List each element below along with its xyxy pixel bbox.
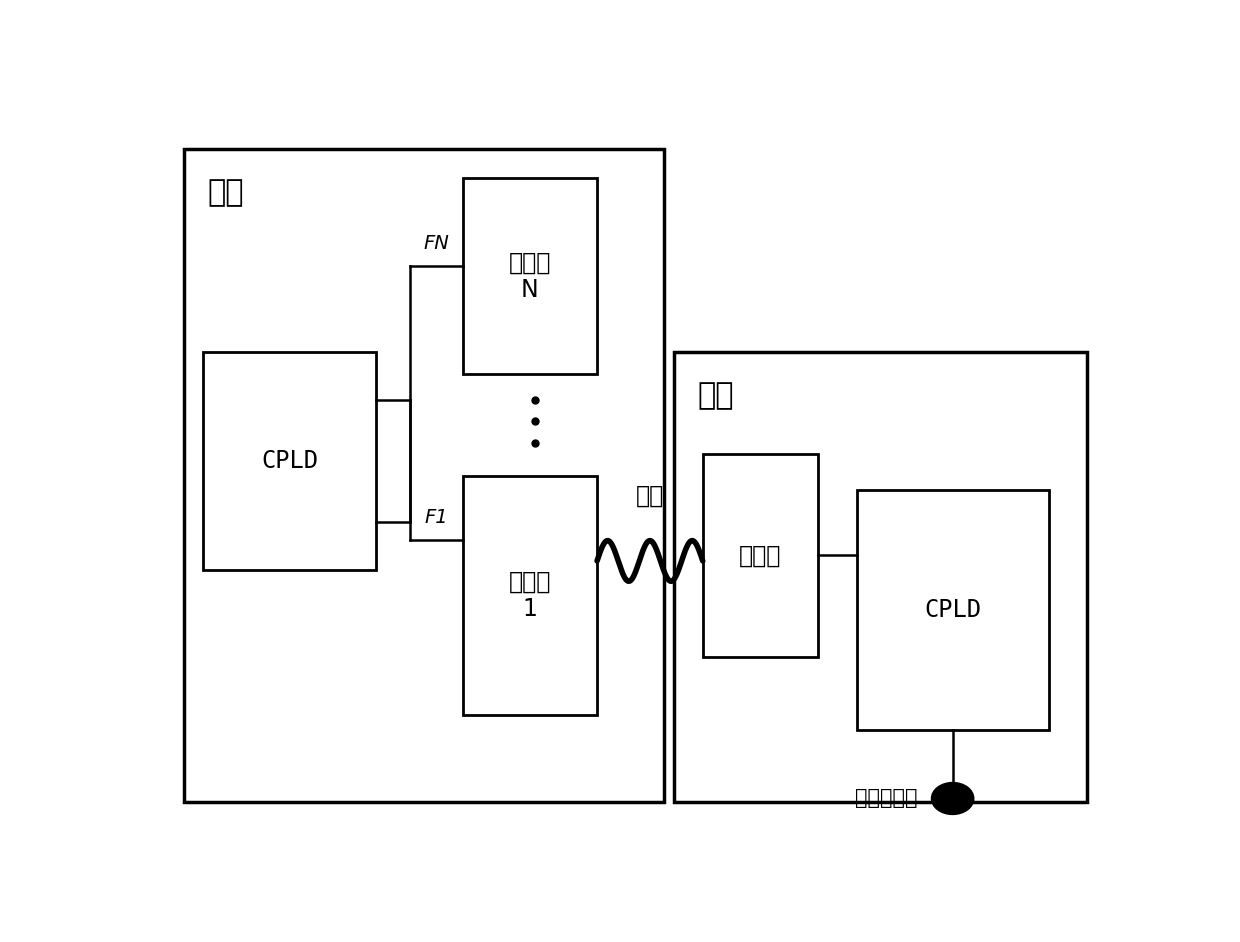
Text: 主板: 主板 (208, 178, 244, 207)
Text: 线缆: 线缆 (636, 484, 665, 508)
Text: 连接器: 连接器 (739, 544, 781, 567)
Text: CPLD: CPLD (262, 449, 317, 473)
Text: 连接器
1: 连接器 1 (508, 570, 551, 622)
Bar (463, 178, 596, 374)
Text: F1: F1 (424, 509, 448, 528)
Text: 硬盘状态灯: 硬盘状态灯 (854, 788, 918, 808)
Bar (703, 454, 818, 658)
Bar (184, 150, 665, 803)
Bar (203, 352, 376, 570)
Bar (675, 352, 1087, 803)
Text: CPLD: CPLD (924, 598, 981, 622)
Bar (463, 476, 596, 715)
Text: FN: FN (423, 235, 449, 253)
Bar (857, 490, 1049, 729)
Text: 背板: 背板 (698, 382, 734, 411)
Circle shape (931, 783, 973, 815)
Text: 连接器
N: 连接器 N (508, 251, 551, 302)
